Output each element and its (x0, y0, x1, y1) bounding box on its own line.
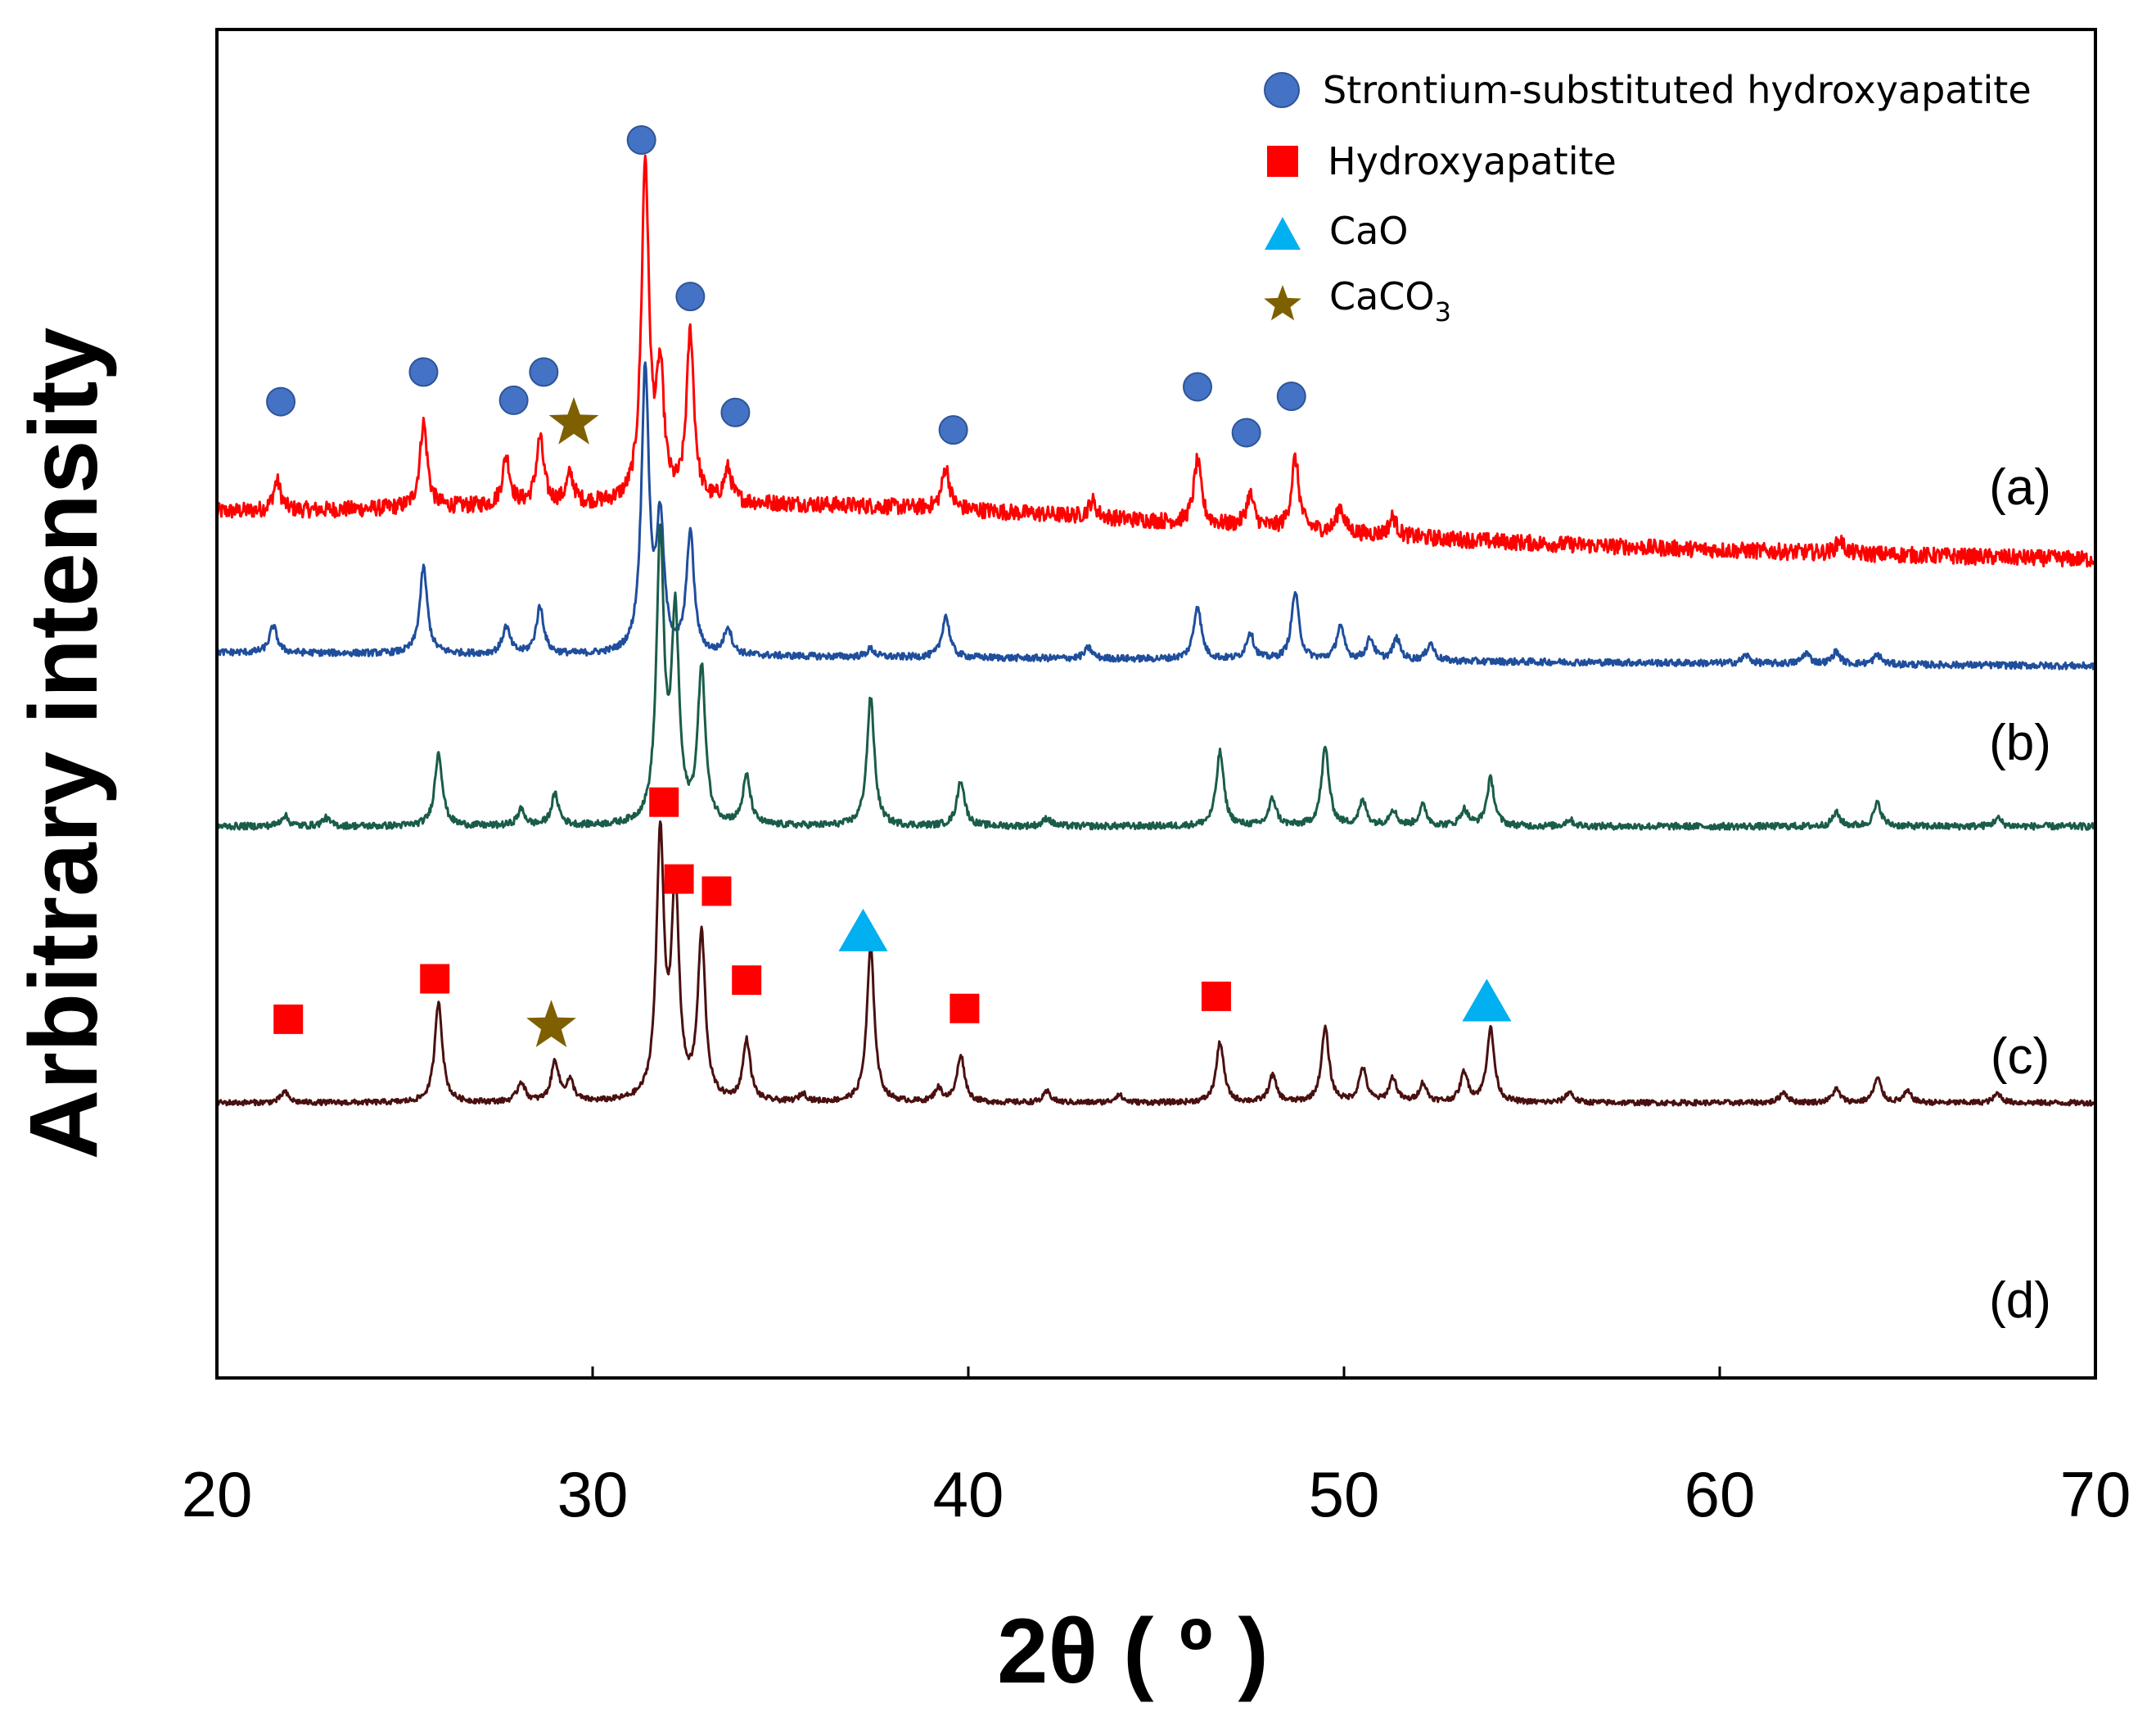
x-tick-label: 30 (557, 1458, 629, 1530)
legend-label-sr-hydroxyapatite: Strontium-substituted hydroxyapatite (1323, 68, 2032, 112)
xrd-series-line-d (215, 820, 2097, 1107)
series-label-b: (b) (1989, 715, 2051, 771)
xrd-series-line-a (215, 154, 2097, 568)
legend-square-icon (1267, 146, 1298, 177)
caco3-marker (548, 396, 599, 445)
sr-hydroxyapatite-marker (408, 357, 439, 387)
sr-hydroxyapatite-marker (720, 397, 751, 427)
legend-label-caco3: CaCO3 (1329, 274, 1451, 327)
legend-label-caco3-subscript: 3 (1435, 296, 1451, 327)
xrd-series-line-b (215, 361, 2097, 671)
sr-hydroxyapatite-marker (1231, 418, 1261, 448)
x-tick-label: 40 (933, 1458, 1004, 1530)
x-tick-label: 50 (1309, 1458, 1380, 1530)
legend-star-icon (1264, 285, 1301, 321)
x-tick-label: 20 (182, 1458, 253, 1530)
sr-hydroxyapatite-marker (266, 386, 296, 417)
hydroxyapatite-marker (420, 964, 450, 994)
sr-hydroxyapatite-marker (938, 415, 968, 445)
legend-label-cao: CaO (1329, 209, 1409, 253)
x-tick-label: 60 (1685, 1458, 1756, 1530)
sr-hydroxyapatite-marker (626, 125, 656, 156)
hydroxyapatite-marker (649, 787, 679, 817)
series-labels: (a) (b) (c) (d) (1989, 459, 2051, 1329)
legend-label-hydroxyapatite: Hydroxyapatite (1328, 139, 1617, 183)
sr-hydroxyapatite-marker (1182, 372, 1212, 402)
xrd-series-line-c (215, 523, 2097, 831)
sr-hydroxyapatite-marker (529, 357, 559, 387)
cao-marker (838, 908, 888, 951)
series-label-d: (d) (1989, 1272, 2051, 1329)
legend-label-caco3-base: CaCO (1329, 274, 1435, 318)
hydroxyapatite-marker (1201, 981, 1231, 1011)
plot-frame (215, 28, 2097, 1380)
x-axis-ticks: 20 30 40 50 60 70 (182, 1366, 2131, 1530)
hydroxyapatite-marker (664, 864, 694, 894)
series-label-a: (a) (1989, 459, 2051, 516)
hydroxyapatite-marker (732, 965, 762, 996)
hydroxyapatite-marker (949, 993, 980, 1023)
legend: Strontium-substituted hydroxyapatite Hyd… (1264, 68, 2032, 327)
sr-hydroxyapatite-marker (498, 385, 529, 415)
series-layer (215, 154, 2097, 1107)
x-tick-label: 70 (2060, 1458, 2131, 1530)
sr-hydroxyapatite-marker (1276, 381, 1306, 411)
legend-circle-icon (1264, 72, 1300, 108)
hydroxyapatite-marker (701, 876, 732, 906)
hydroxyapatite-marker (273, 1004, 304, 1034)
caco3-marker (526, 1000, 576, 1047)
legend-triangle-icon (1265, 217, 1301, 250)
series-label-c: (c) (1991, 1028, 2050, 1085)
x-axis-title: 2θ ( º ) (997, 1600, 1269, 1702)
cao-marker (1462, 978, 1512, 1022)
y-axis-title: Arbitrary intensity (10, 327, 118, 1159)
sr-hydroxyapatite-marker (675, 282, 706, 312)
phase-marker-layer (266, 125, 1512, 1047)
